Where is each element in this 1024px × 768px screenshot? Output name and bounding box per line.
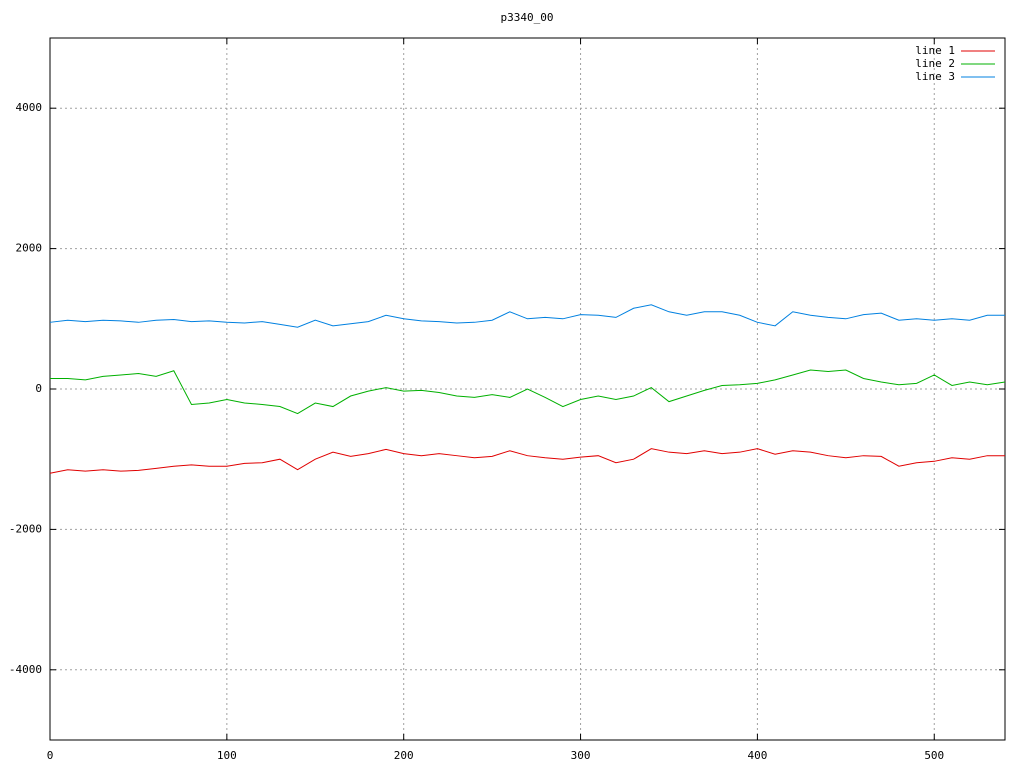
chart-title: p3340_00 xyxy=(501,11,554,24)
x-tick-label: 500 xyxy=(924,749,944,762)
data-line xyxy=(49,448,1005,474)
y-tick-label: 2000 xyxy=(16,242,43,255)
legend-label: line 2 xyxy=(915,57,955,70)
x-tick-label: 100 xyxy=(217,749,237,762)
y-tick-label: -2000 xyxy=(9,522,42,535)
legend-label: line 1 xyxy=(915,44,955,57)
y-tick-label: 0 xyxy=(35,382,42,395)
y-tick-label: 4000 xyxy=(16,101,43,114)
y-tick-label: -4000 xyxy=(9,663,42,676)
plot-frame xyxy=(49,37,1006,741)
x-tick-label: 0 xyxy=(47,749,54,762)
data-line xyxy=(50,369,1006,415)
x-tick-label: 400 xyxy=(747,749,767,762)
legend-label: line 3 xyxy=(915,70,955,83)
x-tick-label: 200 xyxy=(394,749,414,762)
x-tick-label: 300 xyxy=(571,749,591,762)
data-line xyxy=(49,304,1005,328)
